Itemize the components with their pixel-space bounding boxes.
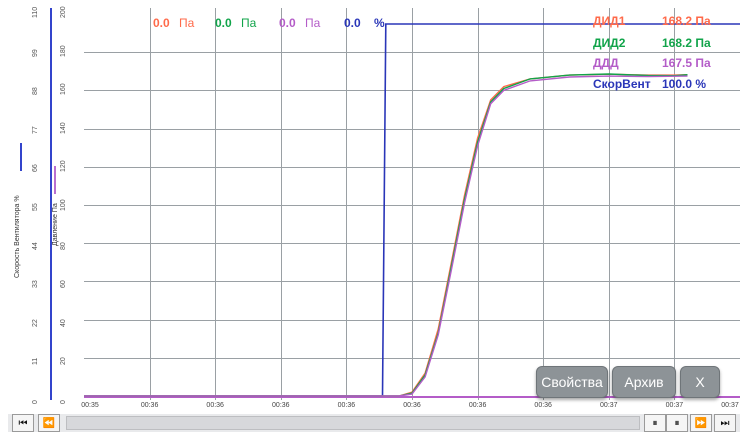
legend-name: СкорВент <box>593 77 651 91</box>
pressure-axis-tick-label: 160 <box>60 83 67 96</box>
pressure-axis-tick-label: 180 <box>60 44 67 57</box>
chart-area <box>84 8 740 400</box>
fan-axis-title: Скорость Вентилятора % <box>14 195 21 278</box>
x-tick-label: 00:36 <box>534 402 552 409</box>
header-value-3: 0.0 Па <box>279 16 320 30</box>
close-button[interactable]: X <box>680 366 720 398</box>
pressure-axis-tick-label: 100 <box>60 199 67 211</box>
pressure-axis-tick-label: 40 <box>60 319 67 327</box>
fan-axis-tick-label: 66 <box>32 164 39 173</box>
pressure-axis: Давление Па 0 20 40 60 80 100 120 140 160 180 200 <box>46 6 126 404</box>
stop-icon[interactable]: ⏸ <box>666 414 688 432</box>
rewind-icon[interactable]: ⏪ <box>38 414 60 432</box>
navigation-bar: ⏮ ⏪ ⏸ ⏸ ⏩ ⏭ <box>8 414 740 432</box>
x-tick-label: 00:36 <box>206 402 224 409</box>
x-tick-label: 00:35 <box>81 402 99 409</box>
first-page-icon[interactable]: ⏮ <box>12 414 34 432</box>
pressure-axis-tick-label: 120 <box>60 160 67 173</box>
x-tick-label: 00:37 <box>600 402 618 409</box>
fan-axis-tick-label: 77 <box>32 126 39 134</box>
legend-item-fan: СкорВент 100.0 % <box>593 77 706 91</box>
legend-name: ДИД2 <box>593 36 626 50</box>
pressure-axis-title: Давление Па <box>52 203 59 246</box>
legend-name: ДДД <box>593 56 619 70</box>
x-axis-labels: 00:35 00:36 00:36 00:36 00:36 00:36 00:36 00:36… <box>81 402 740 414</box>
legend-name: ДИД1 <box>593 14 626 28</box>
header-value-4-number: 0.0 <box>344 16 361 30</box>
pressure-axis-tick-label: 20 <box>60 357 67 366</box>
x-tick-label: 00:37 <box>665 402 684 409</box>
fan-axis-tick-label: 0 <box>32 400 39 404</box>
header-value-3-unit: Па <box>305 16 321 30</box>
properties-button[interactable]: Свойства <box>536 366 608 398</box>
legend-item-ddd: ДДД 167.5 Па <box>593 56 711 70</box>
series-line-ДДД <box>84 75 688 397</box>
series-line-ДИД2 <box>84 73 688 397</box>
fan-axis-tick-label: 110 <box>32 6 39 18</box>
fan-axis-legend-marker <box>20 143 22 171</box>
pressure-axis-tick-label: 0 <box>60 400 67 404</box>
x-tick-label: 00:36 <box>140 402 159 409</box>
legend-value: 167.5 Па <box>662 56 711 70</box>
series-line-ДИД1 <box>84 73 688 397</box>
fan-axis-tick-label: 55 <box>32 203 39 211</box>
fan-axis-tick-label: 22 <box>32 319 39 327</box>
x-tick-label: 00:37 <box>721 402 739 409</box>
legend-value: 168.2 Па <box>662 14 711 28</box>
fan-axis-tick-label: 44 <box>32 241 39 250</box>
header-value-3-number: 0.0 <box>279 16 296 30</box>
legend-value: 168.2 Па <box>662 36 711 50</box>
pressure-axis-tick-label: 60 <box>60 280 67 289</box>
archive-button[interactable]: Архив <box>612 366 676 398</box>
x-tick-label: 00:36 <box>468 402 487 409</box>
header-value-2-number: 0.0 <box>215 16 232 30</box>
pause-icon[interactable]: ⏸ <box>644 414 666 432</box>
header-value-1-number: 0.0 <box>153 16 170 30</box>
fast-forward-icon[interactable]: ⏩ <box>690 414 712 432</box>
pressure-axis-legend-marker <box>54 166 56 194</box>
fan-axis-line <box>50 8 52 400</box>
pressure-axis-tick-label: 140 <box>60 122 67 134</box>
fan-axis-tick-label: 11 <box>32 358 39 366</box>
x-tick-label: 00:36 <box>403 402 421 409</box>
header-value-1: 0.0 Па <box>153 16 194 30</box>
header-value-1-unit: Па <box>179 16 195 30</box>
trend-chart <box>84 8 740 400</box>
last-page-icon[interactable]: ⏭ <box>714 414 736 432</box>
pressure-axis-tick-label: 80 <box>60 241 67 250</box>
header-value-4-unit: % <box>374 16 385 30</box>
header-value-4: 0.0 % <box>344 16 385 30</box>
header-value-2-unit: Па <box>241 16 257 30</box>
x-tick-label: 00:36 <box>272 402 290 409</box>
fan-speed-axis: Скорость Вентилятора % 0 11 22 33 44 55 66 77 88… <box>8 6 52 404</box>
timeline-scrollbar[interactable] <box>66 416 640 430</box>
legend-item-did1: ДИД1 168.2 Па <box>593 14 711 28</box>
fan-axis-tick-label: 33 <box>32 280 39 289</box>
x-tick-label: 00:36 <box>337 402 356 409</box>
pressure-axis-tick-label: 200 <box>60 6 67 18</box>
legend-value: 100.0 % <box>662 77 707 91</box>
legend-item-did2: ДИД2 168.2 Па <box>593 36 711 50</box>
fan-axis-tick-label: 99 <box>32 48 39 57</box>
header-value-2: 0.0 Па <box>215 16 256 30</box>
fan-axis-tick-label: 88 <box>32 87 39 96</box>
